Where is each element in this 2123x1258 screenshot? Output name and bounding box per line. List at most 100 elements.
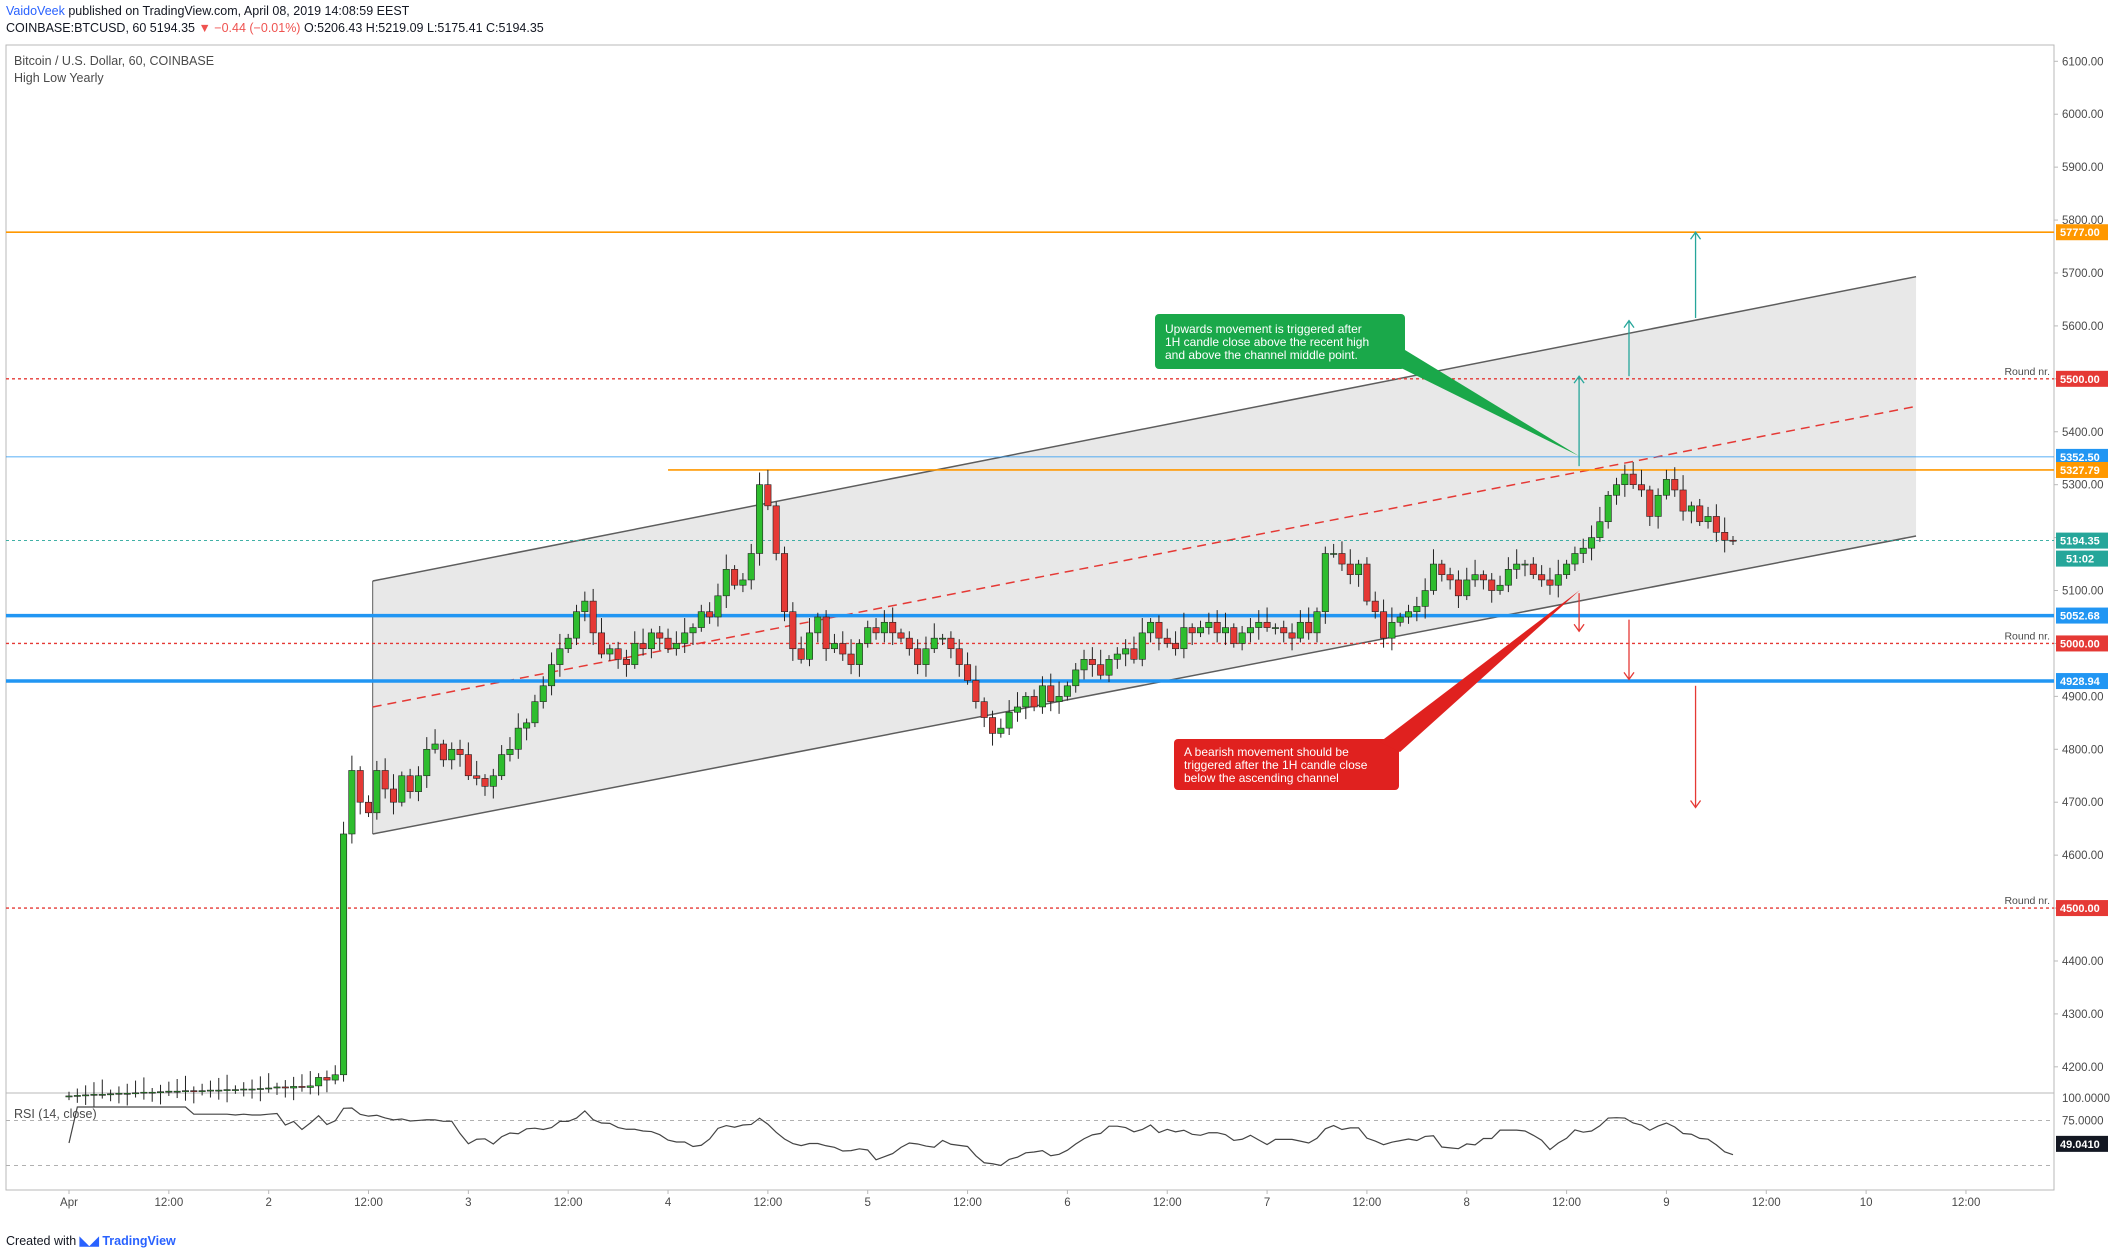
candle-down [1529,563,1537,575]
down-arrow-1-head [1573,623,1585,633]
candle-up [157,1091,165,1094]
price-tick-label: 5800.00 [2062,215,2104,227]
candle-up [373,770,381,814]
price-tick-label: 4800.00 [2062,744,2104,756]
down-arrow-3-head [1690,800,1702,809]
candle-up [273,1086,281,1089]
price-tag-label-7: 4928.94 [2060,676,2101,688]
candle-up [1005,711,1013,729]
candle-up [855,643,863,665]
price-tag-label-8: 4500.00 [2060,903,2100,915]
candle-up [1138,632,1146,660]
candle-up [1255,621,1263,628]
up-arrow-2-head [1623,319,1635,328]
candle-down [1438,563,1446,575]
ascending-channel[interactable] [372,275,1917,835]
candle-up [1238,632,1246,644]
tradingview-logo[interactable]: ◣◢ TradingView [79,1234,176,1248]
candle-up [573,611,581,639]
up-arrow-1-head [1573,375,1585,384]
candle-up [1063,685,1071,697]
candles [65,461,1737,1108]
candle-up [606,648,614,655]
author-link[interactable]: VaidoVeek [6,4,65,18]
candle-up [107,1093,115,1096]
candle-up [1038,685,1046,708]
candle-up [1321,553,1329,612]
candle-down [1030,696,1038,708]
candle-down [406,775,414,792]
candle-down [1729,539,1737,542]
indicator-label: High Low Yearly [14,71,104,85]
candle-up [248,1088,256,1091]
green-callout-line-1: 1H candle close above the recent high [1165,335,1369,349]
candle-up [148,1091,156,1094]
candle-up [1496,584,1504,591]
candle-up [1471,574,1479,581]
candle-up [1296,621,1304,639]
candle-up [1621,473,1629,485]
candle-up [1563,563,1571,575]
price-tag-8 [2056,900,2108,917]
candle-up [647,632,655,650]
footer: Created with ◣◢ TradingView [6,1231,176,1251]
price-tag-6 [2056,635,2108,652]
rsi-label[interactable]: RSI (14, close) [14,1107,97,1121]
candle-up [1388,621,1396,639]
candle-down [797,648,805,660]
candle-down [1712,516,1720,533]
candle-up [1571,553,1579,565]
symbol-info: COINBASE:BTCUSD, 60 5194.35 [6,21,199,35]
publish-info: published on TradingView.com, April 08, … [64,4,410,18]
candle-up [489,775,497,787]
candle-up [265,1087,273,1090]
candle-down [764,484,772,507]
price-tag-label-2: 5352.50 [2060,452,2100,464]
red-callout-line-0: A bearish movement should be [1184,745,1349,759]
candle-up [206,1089,214,1092]
candle-down [1446,574,1454,581]
price-tag-label-6: 5000.00 [2060,638,2100,650]
candle-down [1479,574,1487,581]
countdown-label: 51:02 [2066,554,2094,566]
channel-lower-line [372,535,1917,835]
ohlc-values: O:5206.43 H:5219.09 L:5175.41 C:5194.35 [300,21,544,35]
candle-up [1413,606,1421,612]
candle-up [73,1095,81,1097]
price-axis[interactable]: 6100.00 6000.00 5900.00 5800.00 5700.00 5600.… [2054,56,2110,1152]
candle-up [1654,494,1662,517]
candle-down [980,701,988,718]
time-tick-label: 12:00 [1552,1197,1581,1209]
candle-up [1221,627,1229,634]
candle-up [1613,484,1621,496]
red-callout-box [1174,739,1399,790]
candle-up [1113,653,1121,660]
rsi-value-tag [2056,1135,2108,1152]
rsi-line [68,1106,1734,1167]
candle-down [1671,479,1679,491]
price-tick-label: 4900.00 [2062,691,2104,703]
candle-up [922,648,930,665]
candle-down [847,653,855,665]
candle-down [1047,685,1055,702]
time-axis[interactable]: Apr 12:00 2 12:00 3 12:00 4 12:00 5 12:00 6 12:00 7 1… [60,1190,1980,1209]
time-tick-label: 10 [1860,1197,1873,1209]
candle-down [464,754,472,777]
candle-down [1280,627,1288,634]
candle-up [739,579,747,586]
candle-up [1588,537,1596,549]
candle-down [905,637,913,650]
candle-down [1488,579,1496,591]
price-tag-0 [2056,224,2108,241]
candle-down [1538,574,1546,581]
candle-up [1662,479,1670,496]
candle-up [747,553,755,581]
candle-up [1105,659,1113,676]
candle-up [672,643,680,650]
created-with: Created with [6,1234,80,1248]
candle-up [581,600,589,612]
candle-up [231,1089,239,1091]
